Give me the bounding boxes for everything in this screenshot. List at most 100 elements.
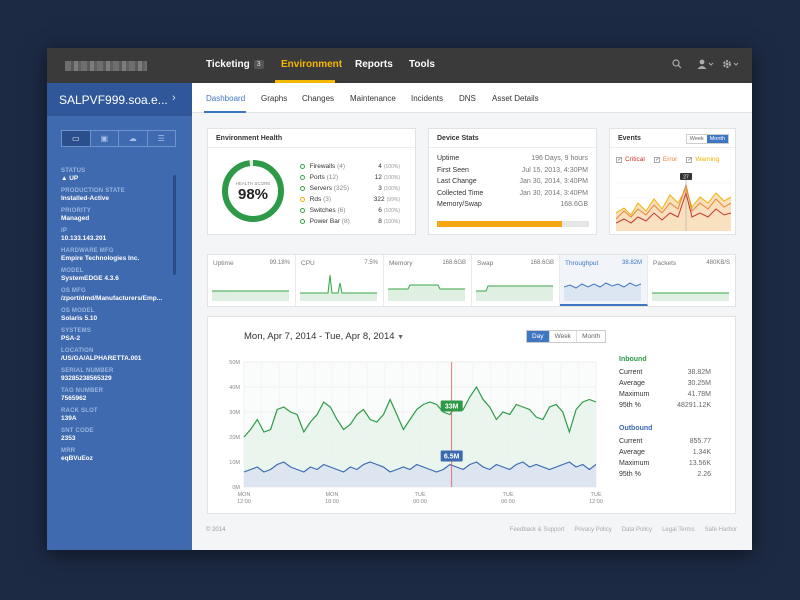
device-stat-value: Jan 30, 2014, 3:40PM xyxy=(519,178,589,185)
x-tick-time: 06:00 xyxy=(501,499,515,505)
outbound-stat-value: 2.26 xyxy=(697,471,711,478)
sidebar-scrollbar[interactable] xyxy=(173,175,176,275)
property-label: SERIAL NUMBER xyxy=(61,368,114,374)
property-label: MODEL xyxy=(61,268,84,274)
y-tick-label: 30M xyxy=(229,410,240,416)
health-item-total: (4) xyxy=(337,163,346,170)
check-icon: ✓ xyxy=(653,156,660,163)
settings-menu[interactable] xyxy=(722,59,740,72)
nav-ticketing[interactable]: Ticketing 3 xyxy=(206,59,264,70)
health-item-row[interactable]: Rds (3) 322 (99%) xyxy=(300,194,400,205)
x-tick-time: 12:00 xyxy=(589,499,603,505)
x-tick-day: MON xyxy=(326,492,339,498)
outbound-stat-value: 13.56K xyxy=(688,460,711,467)
tab-dns[interactable]: DNS xyxy=(459,94,476,103)
copyright: © 2014 xyxy=(206,527,226,533)
metric-tab-memory[interactable]: Memory 168.6GB xyxy=(384,255,472,306)
tab-changes[interactable]: Changes xyxy=(302,94,335,103)
main-content: Dashboard Graphs Changes Maintenance Inc… xyxy=(192,83,752,550)
list-icon[interactable]: ☰ xyxy=(157,134,165,143)
metric-tab-swap[interactable]: Swap 168.6GB xyxy=(472,255,560,306)
device-stat-value: Jul 15, 2013, 4:30PM xyxy=(521,166,588,174)
inbound-stat-label: 95th % xyxy=(619,402,641,409)
events-critical-filter[interactable]: ✓ Critical xyxy=(616,156,645,163)
metric-tab-cpu[interactable]: CPU 7.5% xyxy=(296,255,384,306)
health-item-row[interactable]: Power Bar (8) 8 (100%) xyxy=(300,216,400,227)
footer-link[interactable]: Privacy Policy xyxy=(574,527,612,533)
metric-tab-throughput[interactable]: Throughput 38.82M xyxy=(560,255,648,306)
events-month-button[interactable]: Month xyxy=(706,135,728,143)
health-item-percent: (100%) xyxy=(383,185,400,192)
property-value: 7565962 xyxy=(61,395,87,402)
health-item-row[interactable]: Ports (12) 12 (100%) xyxy=(300,172,400,183)
health-item-row[interactable]: Switches (6) 6 (100%) xyxy=(300,205,400,216)
chevron-right-icon[interactable]: › xyxy=(172,92,176,104)
device-stats-rows: Uptime 196 Days, 9 hours First Seen Jul 15,… xyxy=(429,153,596,211)
tab-incidents[interactable]: Incidents xyxy=(411,94,444,103)
x-tick-time: 12:00 xyxy=(237,499,251,505)
outbound-stat-row: Maximum 13.56K xyxy=(619,458,711,469)
property-value: eqBVuEoz xyxy=(61,455,93,462)
health-item-row[interactable]: Firewalls (4) 4 (100%) xyxy=(300,161,400,172)
tab-asset-details[interactable]: Asset Details xyxy=(492,94,539,103)
y-tick-label: 0M xyxy=(232,485,240,491)
period-week-button[interactable]: Week xyxy=(550,331,578,342)
inbound-stats: Current 38.82M Average 30.25M Maximum 41.78M 9… xyxy=(619,367,711,411)
tab-graphs[interactable]: Graphs xyxy=(261,94,288,103)
inbound-value-label: 33M xyxy=(445,404,459,411)
footer-link[interactable]: Safe Harbor xyxy=(704,527,737,533)
inbound-stat-row: Current 38.82M xyxy=(619,367,711,378)
search-icon[interactable] xyxy=(672,59,682,72)
property-value: /zport/dmd/Manufacturers/Emp... xyxy=(61,295,163,302)
series-area-inbound xyxy=(244,387,596,487)
footer-link[interactable]: Data Policy xyxy=(621,527,653,533)
app-window: Ticketing 3 Environment Reports Tools SAL… xyxy=(47,48,752,550)
nav-environment[interactable]: Environment xyxy=(281,59,343,70)
tab-dashboard[interactable]: Dashboard xyxy=(206,94,246,103)
nav-reports[interactable]: Reports xyxy=(355,59,393,70)
y-tick-label: 40M xyxy=(229,385,240,391)
footer-link[interactable]: Feedback & Support xyxy=(509,527,565,533)
health-score-gauge: HEALTH SCORE 98% xyxy=(222,160,284,222)
metric-sparkline xyxy=(564,282,641,301)
property-value: SystemEDGE 4.3.6 xyxy=(61,275,119,282)
device-stat-row: Last Change Jan 30, 2014, 3:40PM xyxy=(429,176,596,188)
metric-sparkline xyxy=(476,285,553,301)
inbound-stat-row: Average 30.25M xyxy=(619,378,711,389)
events-warning-filter[interactable]: ✓ Warning xyxy=(686,156,719,163)
tab-maintenance[interactable]: Maintenance xyxy=(350,94,396,103)
inbound-stat-label: Average xyxy=(619,380,645,387)
period-month-button[interactable]: Month xyxy=(582,333,601,340)
events-error-filter[interactable]: ✓ Error xyxy=(653,156,678,163)
health-item-name: Firewalls (4) xyxy=(310,163,363,170)
date-range-selector[interactable]: Mon, Apr 7, 2014 - Tue, Apr 8, 2014 ▼ xyxy=(244,331,404,342)
metric-tab-packets[interactable]: Packets 480KB/S xyxy=(648,255,735,306)
device-stats-card: Device Stats Uptime 196 Days, 9 hours Firs… xyxy=(428,128,597,235)
nav-ticketing-label: Ticketing xyxy=(206,59,250,70)
property-value: Solaris 5.10 xyxy=(61,315,98,322)
health-item-total: (6) xyxy=(337,207,346,214)
critical-label: Critical xyxy=(625,156,645,163)
period-day-button[interactable]: Day xyxy=(527,331,550,342)
monitor-icon[interactable]: ▭ xyxy=(62,131,91,146)
footer-link[interactable]: Legal Terms xyxy=(662,527,695,533)
caret-down-icon: ▼ xyxy=(397,334,405,341)
user-menu[interactable] xyxy=(697,59,715,72)
device-stat-label: First Seen xyxy=(437,166,469,174)
storage-icon[interactable]: ▣ xyxy=(91,131,119,146)
property-label: OS MFG xyxy=(61,288,86,294)
health-item-total: (325) xyxy=(333,185,350,192)
x-tick-day: TUE xyxy=(503,492,514,498)
cloud-icon[interactable]: ☁ xyxy=(119,131,148,146)
nav-tools[interactable]: Tools xyxy=(409,59,435,70)
inbound-stat-value: 38.82M xyxy=(687,369,711,376)
property-value: 93285238565329 xyxy=(61,375,112,382)
health-item-row[interactable]: Servers (325) 3 (100%) xyxy=(300,183,400,194)
error-label: Error xyxy=(662,156,678,163)
events-week-button[interactable]: Week xyxy=(689,136,704,142)
status-dot-icon xyxy=(300,197,305,202)
metric-tab-uptime[interactable]: Uptime 99.18% xyxy=(208,255,296,306)
device-properties: STATUS ▲ UP PRODUCTION STATE Installed-Acti… xyxy=(61,163,171,463)
property-value: Managed xyxy=(61,215,90,222)
health-item-value: 6 xyxy=(378,207,382,214)
